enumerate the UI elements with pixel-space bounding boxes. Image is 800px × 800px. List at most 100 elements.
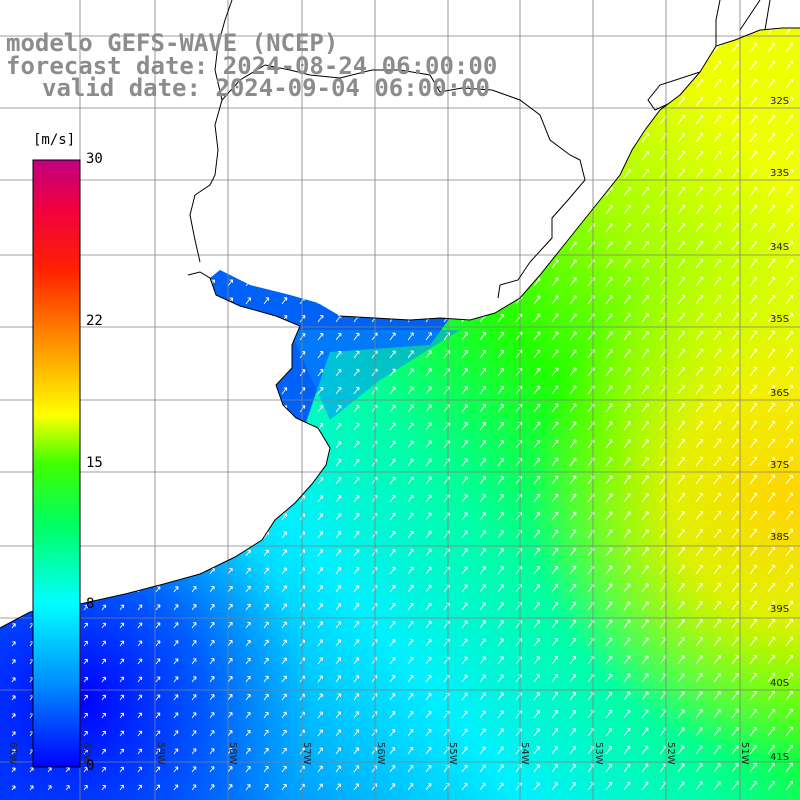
wind-arrow xyxy=(119,766,125,773)
wind-arrow xyxy=(641,637,649,647)
wind-arrow xyxy=(173,658,179,665)
wind-arrow xyxy=(191,730,197,737)
wind-arrow xyxy=(137,748,143,755)
wind-arrow xyxy=(695,781,703,791)
wind-arrow xyxy=(119,640,125,647)
wind-arrow xyxy=(605,511,613,521)
wind-arrow xyxy=(623,186,631,197)
lon-label: 52W xyxy=(665,742,676,765)
wind-arrow xyxy=(713,601,721,611)
wind-arrow xyxy=(731,654,739,665)
wind-arrow xyxy=(713,276,722,287)
wind-arrow xyxy=(695,583,703,593)
wind-arrow xyxy=(713,763,721,773)
wind-arrow xyxy=(767,510,776,521)
wind-arrow xyxy=(623,313,631,323)
wind-arrow xyxy=(479,584,486,593)
wind-arrow xyxy=(731,168,740,179)
wind-arrow xyxy=(353,404,360,413)
wind-arrow xyxy=(461,548,468,557)
colorbar-tick-label: 15 xyxy=(86,454,103,471)
wind-arrow xyxy=(695,637,703,647)
wind-arrow xyxy=(731,348,740,359)
wind-arrow xyxy=(713,348,722,359)
wind-arrow xyxy=(263,603,269,611)
wind-arrow xyxy=(785,384,794,395)
wind-arrow xyxy=(353,693,360,701)
wind-arrow xyxy=(461,368,468,377)
wind-arrow xyxy=(569,710,577,719)
wind-arrow xyxy=(497,656,504,665)
wind-arrow xyxy=(605,475,613,485)
wind-arrow xyxy=(749,402,758,413)
wind-arrow xyxy=(101,712,106,719)
wind-arrow xyxy=(533,331,541,341)
wind-arrow xyxy=(533,295,541,305)
wind-arrow xyxy=(641,240,649,251)
wind-arrow xyxy=(407,368,414,377)
wind-arrow xyxy=(677,511,685,521)
wind-arrow xyxy=(83,676,88,683)
wind-arrow xyxy=(533,457,541,467)
wind-arrow xyxy=(695,709,703,719)
wind-arrow xyxy=(371,440,378,449)
wind-arrow xyxy=(569,349,577,359)
lon-label: 60W xyxy=(81,742,92,765)
wind-arrow xyxy=(767,114,776,125)
wind-arrow xyxy=(83,640,88,647)
wind-arrow xyxy=(767,564,776,575)
wind-arrow xyxy=(569,421,577,431)
wind-arrow xyxy=(785,150,794,161)
wind-arrow xyxy=(677,330,686,341)
wind-arrow xyxy=(695,384,704,395)
wind-arrow xyxy=(335,621,342,629)
wind-arrow xyxy=(479,692,486,701)
wind-arrow xyxy=(785,348,794,359)
wind-arrow xyxy=(245,766,251,773)
wind-arrow xyxy=(767,132,776,143)
wind-arrow xyxy=(497,602,504,611)
wind-arrow xyxy=(569,439,577,449)
wind-arrow xyxy=(137,694,143,701)
wind-arrow xyxy=(785,402,794,413)
wind-arrow xyxy=(173,712,179,719)
wind-arrow xyxy=(713,168,722,179)
wind-arrow xyxy=(731,132,740,143)
wind-arrow xyxy=(569,385,577,395)
wind-arrow xyxy=(425,602,432,611)
wind-arrow xyxy=(137,766,143,773)
wind-arrow xyxy=(749,510,758,521)
wind-arrow xyxy=(353,675,360,683)
wind-arrow xyxy=(695,529,703,539)
wind-arrow xyxy=(227,784,233,791)
wind-arrow xyxy=(371,548,378,557)
wind-arrow xyxy=(785,474,794,485)
wind-arrow xyxy=(767,168,776,179)
wind-arrow xyxy=(605,727,613,737)
wind-arrow xyxy=(425,566,432,575)
wind-arrow xyxy=(155,640,161,647)
wind-arrow xyxy=(569,241,577,251)
wind-arrow xyxy=(641,727,649,737)
wind-arrow xyxy=(209,622,215,629)
wind-arrow xyxy=(677,204,686,215)
wind-arrow xyxy=(191,694,197,701)
wind-arrow xyxy=(353,747,360,755)
wind-arrow xyxy=(497,584,504,593)
wind-arrow xyxy=(335,404,342,413)
wind-arrow xyxy=(713,564,721,575)
wind-arrow xyxy=(245,585,251,593)
wind-arrow xyxy=(569,457,577,467)
wind-arrow xyxy=(83,658,88,665)
wind-arrow xyxy=(353,458,360,467)
wind-arrow xyxy=(677,601,685,611)
wind-arrow xyxy=(317,639,324,647)
wind-arrow xyxy=(155,586,161,593)
wind-arrow xyxy=(731,42,740,53)
wind-arrow xyxy=(245,784,251,791)
wind-arrow xyxy=(713,546,721,557)
wind-arrow xyxy=(695,348,704,359)
wind-arrow xyxy=(479,782,486,791)
wind-arrow xyxy=(677,366,685,377)
